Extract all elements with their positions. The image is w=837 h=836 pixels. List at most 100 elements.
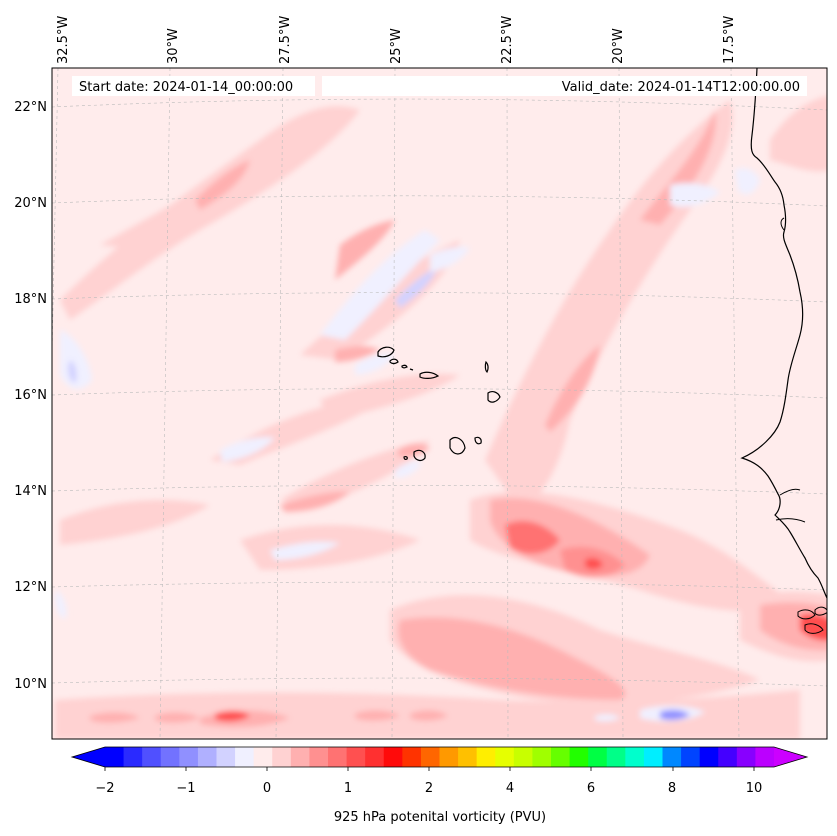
lat-tick-label: 22°N [14, 100, 47, 115]
colorbar-swatch [513, 747, 534, 767]
colorbar-swatch [142, 747, 162, 767]
colorbar-tick-label: 10 [746, 781, 763, 796]
pv-negative [670, 182, 720, 207]
pv-band-medium [640, 110, 716, 225]
colorbar-swatch [495, 747, 515, 767]
pv-negative [55, 590, 67, 619]
lat-tick-label: 18°N [14, 292, 47, 307]
pv-negative [395, 461, 422, 478]
lon-tick-label: 27.5°W [278, 16, 293, 64]
colorbar-swatch [569, 747, 589, 767]
pv-band-medium [545, 345, 600, 432]
colorbar-tick-label: 4 [506, 781, 514, 796]
lat-tick-label: 10°N [14, 677, 47, 692]
colorbar-swatch [736, 747, 757, 767]
pv-max [505, 520, 560, 554]
pv-band-medium [335, 220, 395, 280]
colorbar-extend-max [774, 747, 807, 767]
pv-band-medium [398, 443, 430, 457]
valid-date-box [322, 76, 807, 96]
pv-contours [55, 95, 827, 739]
start-date-box [72, 76, 315, 96]
pv-negative [68, 360, 77, 383]
pv-band-medium [335, 346, 380, 362]
colorbar-swatch [365, 747, 385, 767]
lon-tick-label: 25°W [389, 28, 404, 64]
lat-tick-label: 12°N [14, 580, 47, 595]
colorbar-swatch [179, 747, 199, 767]
pv-negative [355, 353, 395, 375]
lon-tick-labels: 32.5°W 30°W 27.5°W 25°W 22.5°W 20°W 17.5… [56, 16, 737, 64]
pv-band-medium [155, 712, 200, 723]
graticule [52, 68, 827, 739]
coastline-west-africa [740, 68, 827, 599]
pv-negative [430, 246, 470, 272]
colorbar-tick-labels: −2 −1 0 1 2 4 6 8 10 [95, 781, 762, 796]
coastline-gulf-detail [779, 217, 801, 496]
pv-negative [60, 330, 92, 390]
colorbar-swatch [551, 747, 571, 767]
colorbar-swatch [476, 747, 496, 767]
start-date-label: Start date: 2024-01-14_00:00:00 [79, 80, 293, 95]
colorbar-tick-label: 2 [425, 781, 433, 796]
map-frame [51, 67, 828, 740]
colorbar-swatch [328, 747, 348, 767]
colorbar-swatch [755, 747, 775, 767]
pv-band-light [320, 373, 460, 420]
map-area [52, 68, 827, 739]
colorbar: −2 −1 0 1 2 4 6 8 10 925 hPa potenital v… [70, 746, 809, 825]
colorbar-swatch [699, 747, 719, 767]
colorbar-swatch [290, 747, 311, 767]
pv-band-medium [280, 491, 350, 512]
colorbar-swatch [346, 747, 366, 767]
lat-tick-label: 16°N [14, 388, 47, 403]
pv-band-medium [195, 160, 250, 210]
colorbar-tick-label: −1 [176, 781, 195, 796]
pv-negative [270, 541, 340, 560]
pv-negative [660, 709, 690, 720]
colorbar-extend-min [72, 747, 105, 767]
pv-band-light [770, 95, 827, 172]
pv-max [585, 557, 603, 570]
pv-negative [735, 168, 760, 195]
colorbar-swatch [235, 747, 255, 767]
colorbar-swatch [123, 747, 143, 767]
pv-band-medium [90, 712, 140, 723]
colorbar-swatch [420, 747, 441, 767]
pv-negative [595, 714, 620, 722]
colorbar-swatch [402, 747, 422, 767]
colorbar-swatch [606, 747, 626, 767]
pv-band-light [60, 500, 210, 545]
colorbar-swatch [588, 747, 608, 767]
colorbar-swatch [718, 747, 738, 767]
pv-negative [395, 268, 437, 308]
colorbar-swatch [105, 747, 125, 767]
lon-tick-label: 32.5°W [56, 16, 71, 64]
colorbar-tick-label: 0 [263, 781, 271, 796]
lat-tick-labels: 22°N 20°N 18°N 16°N 14°N 12°N 10°N [14, 100, 47, 692]
colorbar-swatch [625, 747, 645, 767]
colorbar-tick-label: 1 [344, 781, 352, 796]
lat-tick-label: 14°N [14, 484, 47, 499]
lon-tick-label: 17.5°W [722, 16, 737, 64]
colorbar-tick-label: −2 [95, 781, 114, 796]
lon-tick-label: 20°W [611, 28, 626, 64]
pv-negative [220, 437, 275, 462]
lon-tick-label: 30°W [166, 28, 181, 64]
colorbar-swatch [439, 747, 459, 767]
pv-max [800, 613, 827, 641]
coastline-gambia [775, 518, 806, 523]
pv-band-medium [410, 710, 448, 721]
colorbar-title: 925 hPa potenital vorticity (PVU) [334, 810, 546, 825]
colorbar-swatch [216, 747, 236, 767]
colorbar-swatch [643, 747, 664, 767]
valid-date-label: Valid_date: 2024-01-14T12:00:00.00 [562, 80, 800, 95]
coastline-islands-bissau [797, 606, 827, 634]
colorbar-swatch [309, 747, 329, 767]
pv-max [215, 710, 250, 722]
pv-negative [320, 230, 440, 340]
colorbar-ticks [104, 767, 755, 771]
colorbar-swatch [662, 747, 682, 767]
colorbar-swatch [681, 747, 701, 767]
